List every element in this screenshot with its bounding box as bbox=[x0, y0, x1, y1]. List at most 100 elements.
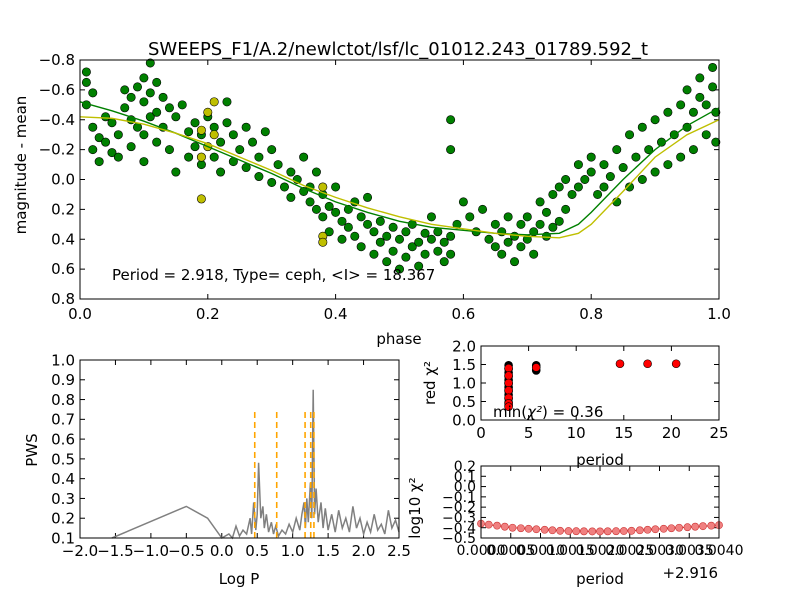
log10chi2-xtick-label: 0.0020 bbox=[576, 543, 625, 559]
lightcurve-point bbox=[107, 118, 117, 128]
redchi2-point bbox=[531, 363, 541, 372]
lightcurve-point bbox=[331, 207, 341, 217]
redchi2-xtick-label: 15 bbox=[614, 424, 633, 442]
log10chi2-point bbox=[493, 521, 501, 530]
periodogram-xtick-label: 2.0 bbox=[352, 542, 376, 560]
lightcurve-point bbox=[663, 107, 673, 117]
lightcurve-point bbox=[644, 145, 654, 155]
periodogram-ylabel: PWS bbox=[23, 433, 41, 466]
lightcurve-point bbox=[375, 216, 385, 226]
redchi2-annotation-prefix: min( bbox=[493, 403, 527, 421]
lightcurve-point bbox=[573, 160, 583, 170]
redchi2-xlabel: period bbox=[576, 451, 624, 469]
lightcurve-point bbox=[318, 212, 328, 222]
lightcurve-point bbox=[548, 189, 558, 199]
lightcurve-point bbox=[184, 152, 194, 162]
log10chi2-xtick-label: 0.0030 bbox=[635, 543, 684, 559]
periodogram-xlabel: Log P bbox=[219, 570, 260, 588]
log10chi2-ylabel: log10 χ² bbox=[406, 477, 424, 538]
lightcurve-ytick-label: −0.8 bbox=[39, 51, 75, 69]
lightcurve-panel: SWEEPS_F1/A.2/newlctot/lsf/lc_01012.243_… bbox=[12, 39, 731, 348]
log10chi2-point bbox=[659, 524, 668, 533]
redchi2-annotation: min(χ²) = 0.36 bbox=[493, 403, 603, 421]
log10chi2-ytick-label: −0.2 bbox=[442, 500, 476, 516]
log10chi2-point bbox=[619, 527, 628, 535]
lightcurve-point bbox=[356, 242, 366, 252]
lightcurve-point bbox=[209, 152, 219, 162]
redchi2-ytick-label: 0.5 bbox=[452, 393, 476, 411]
lightcurve-point bbox=[305, 197, 315, 207]
lightcurve-point bbox=[113, 152, 123, 162]
periodogram-ytick-label: 0.5 bbox=[51, 450, 75, 468]
lightcurve-point bbox=[273, 160, 283, 170]
lightcurve-point bbox=[113, 130, 123, 140]
lightcurve-point bbox=[637, 122, 647, 132]
log10chi2-ytick-label: −0.1 bbox=[442, 490, 476, 506]
lightcurve-fit-line bbox=[79, 101, 720, 236]
redchi2-point bbox=[504, 378, 513, 388]
lightcurve-point bbox=[510, 231, 520, 241]
lightcurve-point bbox=[228, 130, 238, 140]
lightcurve-point bbox=[152, 137, 162, 147]
lightcurve-point bbox=[139, 97, 149, 107]
lightcurve-point bbox=[126, 92, 136, 102]
lightcurve-point bbox=[695, 73, 705, 83]
lightcurve-point bbox=[439, 257, 449, 267]
lightcurve-point bbox=[484, 234, 494, 244]
lightcurve-point bbox=[94, 157, 104, 167]
redchi2-panel: 0 5 10 15 20 25 0.00.51.01.52.0 min(χ²) = 0.36… bbox=[421, 337, 729, 469]
log10chi2-ytick-label: −0.3 bbox=[442, 510, 476, 526]
log10chi2-point bbox=[540, 525, 549, 534]
lightcurve-point bbox=[490, 219, 500, 229]
lightcurve-point bbox=[625, 182, 635, 192]
log10chi2-point bbox=[532, 525, 541, 534]
lightcurve-point bbox=[152, 107, 162, 117]
periodogram-ytick-label: 1.0 bbox=[51, 351, 75, 369]
log10chi2-point bbox=[484, 520, 493, 529]
lightcurve-point bbox=[561, 175, 571, 185]
log10chi2-point bbox=[612, 527, 620, 536]
lightcurve-frame bbox=[79, 59, 720, 300]
lightcurve-point bbox=[81, 77, 91, 87]
lightcurve-point bbox=[516, 219, 526, 229]
redchi2-xtick-label: 10 bbox=[567, 424, 586, 442]
lightcurve-point bbox=[133, 82, 143, 92]
lightcurve-point bbox=[209, 130, 219, 140]
lightcurve-point bbox=[439, 237, 449, 247]
periodogram-ytick-label: 0.4 bbox=[51, 470, 75, 488]
lightcurve-point bbox=[401, 252, 411, 262]
lightcurve-point bbox=[369, 227, 379, 237]
lightcurve-point bbox=[605, 172, 615, 182]
lightcurve-point bbox=[216, 137, 226, 147]
lightcurve-point bbox=[586, 167, 596, 177]
lightcurve-point bbox=[267, 145, 277, 155]
lightcurve-ytick-label: −0.2 bbox=[39, 141, 75, 159]
lightcurve-point bbox=[567, 189, 577, 199]
redchi2-point bbox=[643, 359, 652, 369]
lightcurve-point bbox=[107, 148, 117, 158]
lightcurve-point bbox=[158, 92, 168, 102]
log10chi2-point bbox=[596, 527, 604, 536]
lightcurve-point bbox=[120, 103, 130, 113]
lightcurve-point bbox=[375, 237, 385, 247]
log10chi2-point bbox=[627, 526, 636, 535]
redchi2-ytick-label: 1.5 bbox=[452, 356, 476, 374]
redchi2-point bbox=[504, 386, 513, 395]
periodogram-ytick-label: 0.1 bbox=[51, 529, 75, 547]
lightcurve-point bbox=[222, 97, 232, 107]
lightcurve-point bbox=[711, 137, 721, 147]
lightcurve-point bbox=[458, 197, 468, 207]
log10chi2-ytick-label: 0.0 bbox=[454, 480, 476, 496]
lightcurve-point bbox=[299, 152, 309, 162]
redchi2-annotation-symbol: χ² bbox=[526, 403, 542, 421]
redchi2-xtick-label: 5 bbox=[524, 424, 534, 442]
lightcurve-point bbox=[554, 216, 564, 226]
lightcurve-ytick-label: 0.6 bbox=[51, 260, 75, 278]
log10chi2-ytick-label: 0.1 bbox=[454, 469, 476, 485]
lightcurve-point bbox=[196, 152, 206, 162]
lightcurve-point bbox=[465, 212, 475, 222]
lightcurve-point bbox=[139, 73, 149, 83]
lightcurve-point bbox=[164, 145, 174, 155]
periodogram-ytick-label: 0.9 bbox=[51, 371, 75, 389]
log10chi2-point bbox=[508, 523, 517, 532]
